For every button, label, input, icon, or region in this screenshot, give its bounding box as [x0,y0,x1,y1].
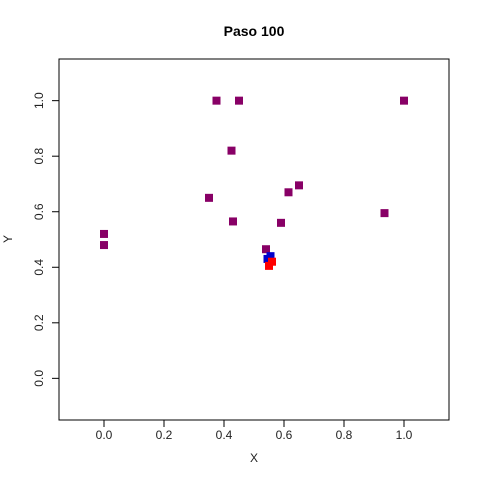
data-point [295,181,303,190]
data-point [262,245,270,254]
data-point [205,193,213,202]
data-point [100,229,108,238]
x-tick-label: 1.0 [396,428,413,442]
data-point [268,257,276,266]
y-tick-label: 1.0 [32,92,46,109]
data-point [212,96,221,105]
data-point [100,241,108,250]
x-tick-label: 0.8 [336,428,353,442]
x-tick-label: 0.4 [216,428,233,442]
data-point [235,96,243,105]
plot-frame [58,58,450,421]
data-point [284,188,293,197]
x-axis: 0.0 0.2 0.4 0.6 0.8 1.0 [96,419,413,442]
x-tick-label: 0.6 [276,428,293,442]
data-point [277,218,285,227]
x-tick-label: 0.2 [156,428,173,442]
data-point [400,96,408,105]
data-point [380,209,389,218]
data-points [100,96,408,270]
y-axis-label: Y [1,235,15,243]
y-tick-label: 0.4 [32,259,46,276]
x-axis-label: X [250,451,258,465]
y-tick-label: 0.0 [32,370,46,387]
y-tick-label: 0.8 [32,148,46,165]
chart-title: Paso 100 [224,23,285,39]
data-point [227,146,236,155]
y-tick-label: 0.6 [32,203,46,220]
data-point [265,261,273,270]
x-tick-label: 0.0 [96,428,113,442]
y-axis: 0.0 0.2 0.4 0.6 0.8 1.0 [32,92,60,387]
y-tick-label: 0.2 [32,314,46,331]
data-point [229,217,237,226]
data-point [263,254,272,263]
